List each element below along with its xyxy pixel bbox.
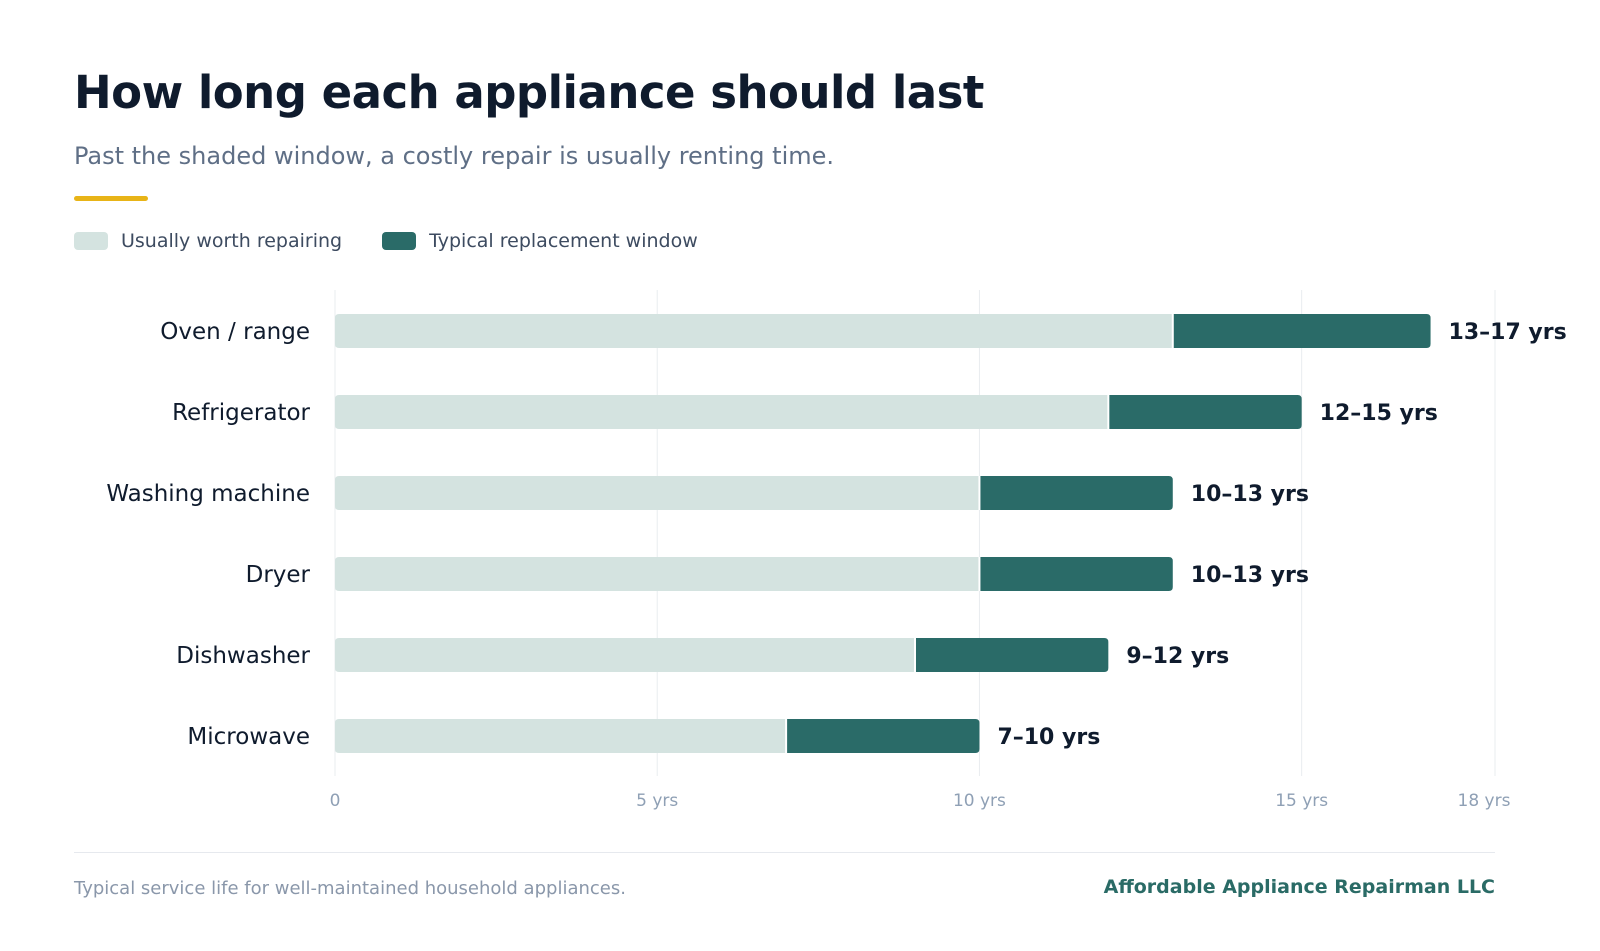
legend-item-repair: Usually worth repairing [74, 230, 342, 252]
legend-swatch-replace [382, 232, 417, 250]
bar-repair [335, 638, 915, 672]
data-label: 10–13 yrs [1191, 563, 1309, 588]
bar-replacement [979, 557, 1173, 591]
chart-subtitle: Past the shaded window, a costly repair … [74, 142, 835, 170]
x-tick-label: 10 yrs [953, 791, 1006, 811]
category-label: Dryer [246, 562, 311, 588]
bar-replacement [786, 719, 980, 753]
bar-repair [335, 476, 980, 510]
x-tick-label: 18 yrs [1458, 791, 1511, 811]
bar-repair [335, 395, 1109, 429]
category-label: Refrigerator [172, 400, 310, 426]
bar-replacement [979, 476, 1173, 510]
data-label: 7–10 yrs [997, 725, 1100, 750]
category-label: Washing machine [106, 481, 310, 507]
bar-replacement [1172, 314, 1431, 348]
footer-divider [74, 852, 1495, 853]
chart-title: How long each appliance should last [74, 66, 984, 119]
bar-replacement [915, 638, 1109, 672]
data-label: 13–17 yrs [1449, 320, 1567, 345]
category-label: Oven / range [160, 319, 310, 345]
brand-name: Affordable Appliance Repairman LLC [1103, 876, 1495, 898]
x-tick-label: 5 yrs [636, 791, 678, 811]
data-label: 9–12 yrs [1126, 644, 1229, 669]
legend-item-replace: Typical replacement window [382, 230, 698, 252]
footnote: Typical service life for well-maintained… [74, 878, 626, 899]
bar-repair [335, 314, 1173, 348]
legend-swatch-repair [74, 232, 108, 250]
category-label: Dishwasher [176, 643, 310, 669]
legend-label-repair: Usually worth repairing [121, 230, 343, 252]
bar-repair [335, 557, 980, 591]
legend-label-replace: Typical replacement window [429, 230, 698, 252]
accent-rule [74, 196, 148, 201]
data-label: 10–13 yrs [1191, 482, 1309, 507]
legend: Usually worth repairing Typical replacem… [74, 230, 698, 252]
bar-replacement [1108, 395, 1302, 429]
x-tick-label: 15 yrs [1275, 791, 1328, 811]
bar-repair [335, 719, 787, 753]
category-label: Microwave [187, 724, 310, 750]
x-tick-label: 0 [330, 791, 341, 811]
data-label: 12–15 yrs [1320, 401, 1438, 426]
